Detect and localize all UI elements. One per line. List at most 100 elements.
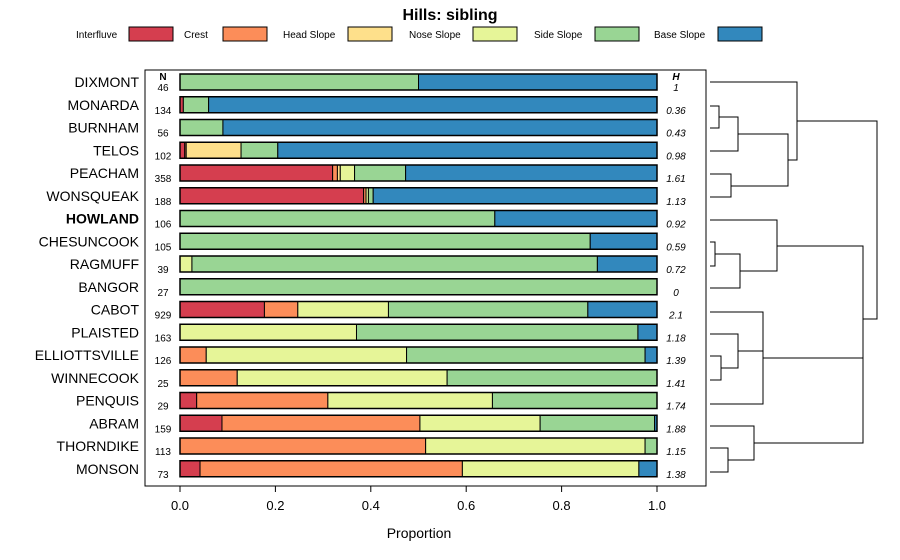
row-n-value: 39 [157,265,169,276]
bar-segment [179,232,591,250]
bar-segment [638,460,658,478]
row-n-value: 73 [157,470,169,481]
row-h-value: 1.88 [666,424,686,435]
bar-segment [196,392,329,409]
dendro-link [710,116,739,152]
row-label: THORNDIKE [57,438,139,454]
bar-segment [596,255,658,273]
row-labels: DIXMONT 46 1 MONARDA 134 0.36 BURNHAM 56 0.43 TEL… [35,74,686,481]
x-tick-label: 0.2 [266,498,284,513]
bar-segment [446,369,658,387]
row-h-value: 1.74 [666,402,686,413]
legend-swatch [347,26,393,42]
bar-outline [179,437,658,455]
bar-segment [644,437,658,455]
bar-segment [491,392,658,409]
bar-segment [494,210,658,227]
x-axis: 0.0 0.2 0.4 0.6 0.8 1.0 [171,486,666,513]
legend-label: Crest [184,30,208,41]
row-n-value: 102 [155,151,172,162]
row-label: PEACHAM [70,165,139,181]
bar-segment [372,187,658,205]
dendro-link [710,81,798,161]
bar-segment [419,414,541,432]
bar-segment [277,141,658,159]
row-n-value: 27 [157,288,169,299]
bar-segment [367,187,374,205]
bar-segment [405,164,658,182]
row-n-value: 188 [155,197,172,208]
row-label: RAGMUFF [70,256,139,272]
bar-outline [179,209,658,228]
bar-outline [179,278,658,296]
x-tick-label: 0.8 [553,498,571,513]
bar-segment [179,392,198,409]
h-header: H [672,72,680,83]
bar-segment [637,323,658,341]
dendro-link [797,120,878,320]
dendro-link [731,133,789,187]
bar-outline [179,73,658,91]
bar-segment [179,187,365,205]
legend-label: Base Slope [654,30,706,41]
row-h-value: 1.15 [666,447,686,458]
bar-segment [418,73,658,91]
row-n-value: 929 [155,311,172,322]
legend-label: Nose Slope [409,30,461,41]
row-label: CHESUNCOOK [39,233,140,249]
dendro-link [777,245,864,400]
row-h-value: 0 [673,288,679,299]
bar-outline [179,187,658,205]
bar-segment [339,164,356,182]
dendro-link [754,357,864,444]
bar-segment [191,255,598,273]
bar-outline [179,96,658,114]
bar-segment [179,323,357,341]
dendro-link [710,241,716,267]
legend-label: Side Slope [534,30,583,41]
row-n-value: 134 [155,106,172,117]
bar-segment [236,369,448,387]
row-label: HOWLAND [66,211,139,227]
legend-label: Head Slope [283,30,336,41]
legend-swatch [222,26,268,42]
bar-outline [179,323,658,341]
bar-segment [179,460,201,478]
dendro-link [710,311,764,405]
legend-swatch [128,26,174,42]
bar-segment [199,460,463,478]
bar-segment [179,278,658,296]
bar-segment [179,301,265,318]
bar-segment [179,164,334,182]
bar-segment [205,346,408,364]
bar-segment [425,437,646,455]
bar-outline [179,414,658,432]
bar-segment [221,414,421,432]
dendrogram [710,81,878,473]
bar-segment [297,301,389,318]
bar-segment [461,460,640,478]
row-label: MONARDA [67,97,139,113]
bar-outline [179,391,658,410]
bar-segment [222,119,658,136]
row-n-value: 106 [155,220,172,231]
bar-segment [355,323,639,341]
bar-segment [539,414,656,432]
legend-swatch [472,26,518,42]
row-label: MONSON [76,461,139,477]
dendro-link [710,219,778,272]
row-n-value: 46 [157,83,169,94]
plot-frame [144,69,707,487]
bar-segment [387,301,589,318]
bar-segment [332,164,338,182]
row-h-value: 1.61 [666,174,685,185]
row-h-value: 2.1 [668,311,683,322]
dendro-link [710,355,722,381]
dendro-link [710,447,729,473]
dendro-link [710,425,755,461]
dendro-link [710,105,720,129]
row-h-value: 0.92 [666,220,686,231]
x-tick-label: 0.4 [362,498,380,513]
row-label: ELLIOTTSVILLE [35,347,139,363]
